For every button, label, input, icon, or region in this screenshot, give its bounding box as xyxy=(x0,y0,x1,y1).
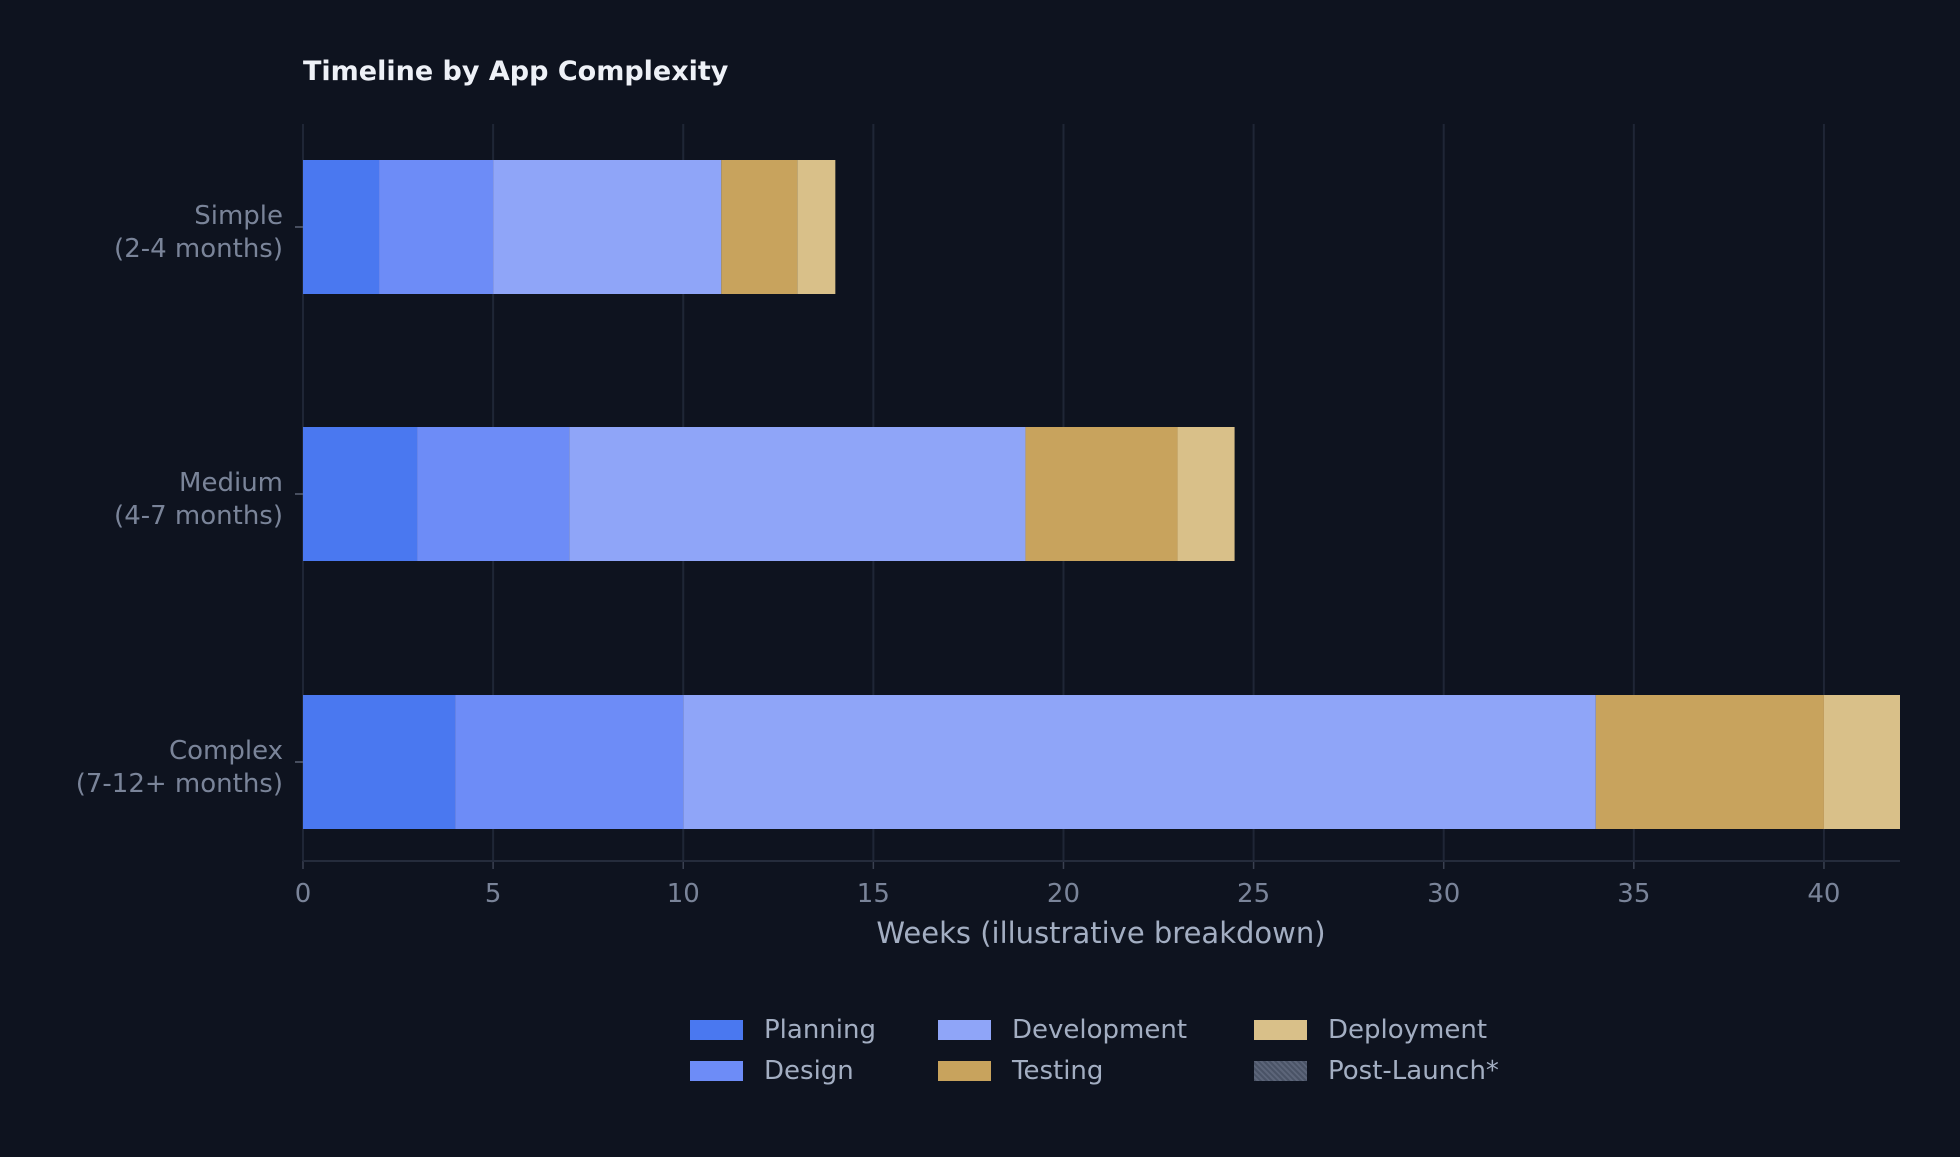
y-tick-label-line: Medium xyxy=(179,468,283,498)
legend-swatch xyxy=(690,1019,743,1040)
bar-segment-deployment xyxy=(1823,695,1900,829)
y-tick-label: Complex (7-12+ months) xyxy=(76,736,283,799)
legend-item: Development xyxy=(938,1014,1254,1045)
chart-title: Timeline by App Complexity xyxy=(303,56,729,87)
y-tick-label-line: (4-7 months) xyxy=(114,501,283,531)
y-axis: Simple (2-4 months) Medium (4-7 months) Comp… xyxy=(76,201,303,799)
bar-segment-deployment xyxy=(797,160,836,294)
bar-segment-testing xyxy=(1025,427,1178,561)
legend-label: Planning xyxy=(764,1014,876,1045)
x-axis-label: Weeks (illustrative breakdown) xyxy=(876,916,1325,950)
bar-segment-development xyxy=(683,695,1596,829)
legend-swatch xyxy=(690,1060,743,1081)
bar-segment-deployment xyxy=(1177,427,1235,561)
bar-segment-testing xyxy=(721,160,798,294)
y-tick-label-line: Simple xyxy=(194,201,283,231)
x-tick-label: 25 xyxy=(1237,879,1270,909)
legend-label: Post-Launch* xyxy=(1328,1055,1499,1086)
legend-item: Design xyxy=(690,1055,938,1086)
legend: Planning Development Deployment Design Testi… xyxy=(690,1014,1514,1086)
x-tick-label: 20 xyxy=(1047,879,1080,909)
legend-swatch xyxy=(938,1019,991,1040)
bar-segment-planning xyxy=(303,160,380,294)
bar-segment-planning xyxy=(303,695,456,829)
legend-swatch xyxy=(1254,1019,1307,1040)
bar-segment-design xyxy=(455,695,684,829)
y-tick-label-line: Complex xyxy=(169,736,283,766)
y-tick-label-line: (7-12+ months) xyxy=(76,769,283,799)
x-tick-label: 30 xyxy=(1427,879,1460,909)
legend-label: Development xyxy=(1012,1014,1188,1045)
x-tick-label: 5 xyxy=(485,879,502,909)
legend-label: Testing xyxy=(1012,1055,1104,1086)
legend-item: Planning xyxy=(690,1014,938,1045)
legend-label: Deployment xyxy=(1328,1014,1488,1045)
x-tick-label: 10 xyxy=(667,879,700,909)
legend-item: Testing xyxy=(938,1055,1254,1086)
x-tick-label: 35 xyxy=(1617,879,1650,909)
legend-item: Post-Launch* xyxy=(1254,1055,1514,1086)
bar-segment-development xyxy=(493,160,722,294)
bar-segment-design xyxy=(417,427,570,561)
y-tick-label: Simple (2-4 months) xyxy=(114,201,283,264)
bar-segment-testing xyxy=(1595,695,1824,829)
bar-segment-development xyxy=(569,427,1026,561)
x-tick-label: 0 xyxy=(295,879,312,909)
legend-swatch xyxy=(1254,1060,1307,1081)
legend-label: Design xyxy=(764,1055,854,1086)
y-tick-label-line: (2-4 months) xyxy=(114,234,283,264)
legend-item: Deployment xyxy=(1254,1014,1514,1045)
x-tick-label: 40 xyxy=(1807,879,1840,909)
bar-segment-planning xyxy=(303,427,418,561)
y-tick-label: Medium (4-7 months) xyxy=(114,468,283,531)
x-axis: 0 5 10 15 20 25 30 35 40 xyxy=(295,860,1900,909)
bars xyxy=(303,160,1900,829)
x-tick-label: 15 xyxy=(857,879,890,909)
legend-swatch xyxy=(938,1060,991,1081)
bar-segment-design xyxy=(379,160,494,294)
